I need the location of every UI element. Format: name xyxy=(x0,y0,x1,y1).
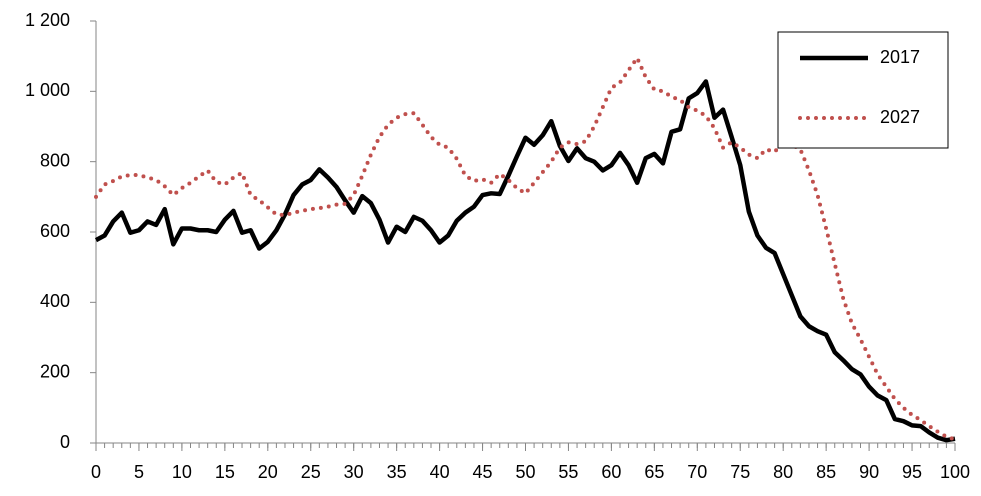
y-tick-label: 800 xyxy=(40,150,70,170)
x-tick-label: 30 xyxy=(344,462,364,482)
y-tick-label: 400 xyxy=(40,291,70,311)
x-tick-label: 85 xyxy=(816,462,836,482)
x-tick-label: 15 xyxy=(215,462,235,482)
x-tick-label: 90 xyxy=(859,462,879,482)
x-tick-label: 35 xyxy=(387,462,407,482)
x-tick-label: 25 xyxy=(301,462,321,482)
y-tick-label: 1 000 xyxy=(25,80,70,100)
y-tick-label: 0 xyxy=(60,432,70,452)
legend-label: 2027 xyxy=(880,107,920,127)
x-tick-label: 55 xyxy=(558,462,578,482)
x-tick-label: 40 xyxy=(430,462,450,482)
x-tick-label: 70 xyxy=(687,462,707,482)
legend-box xyxy=(777,31,949,149)
x-tick-label: 95 xyxy=(902,462,922,482)
x-tick-label: 75 xyxy=(730,462,750,482)
y-tick-label: 1 200 xyxy=(25,10,70,30)
x-tick-label: 80 xyxy=(773,462,793,482)
series-line xyxy=(94,55,957,442)
x-tick-label: 65 xyxy=(644,462,664,482)
x-tick-label: 60 xyxy=(601,462,621,482)
y-tick-label: 600 xyxy=(40,221,70,241)
x-tick-label: 100 xyxy=(940,462,970,482)
x-tick-label: 45 xyxy=(473,462,493,482)
series-line xyxy=(94,79,956,443)
x-tick-label: 50 xyxy=(515,462,535,482)
x-tick-label: 20 xyxy=(258,462,278,482)
x-tick-label: 10 xyxy=(172,462,192,482)
y-tick-label: 200 xyxy=(40,361,70,381)
legend-label: 2017 xyxy=(880,47,920,67)
x-tick-label: 5 xyxy=(134,462,144,482)
x-tick-label: 0 xyxy=(91,462,101,482)
